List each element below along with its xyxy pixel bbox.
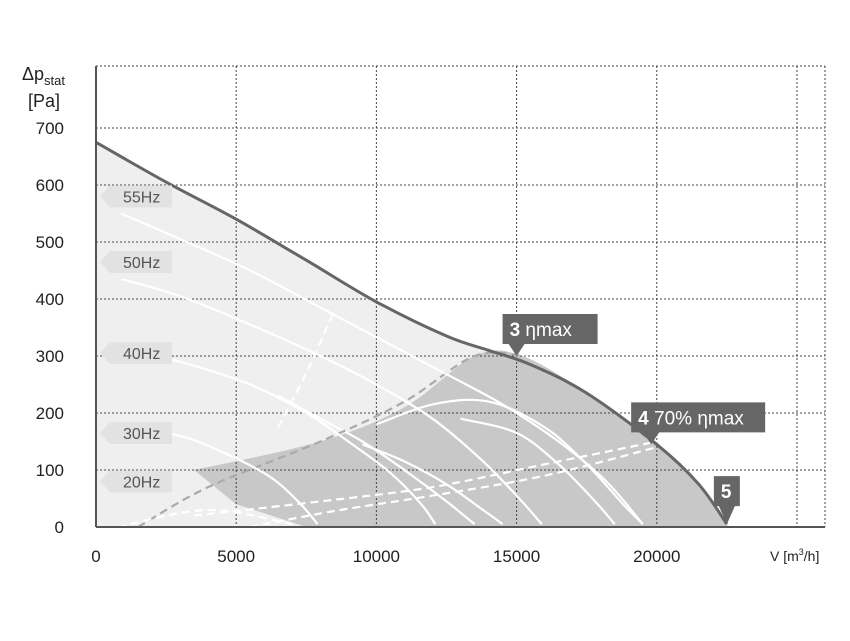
y-axis-subscript: stat [44,73,65,88]
hz-tag-20Hz [100,470,172,493]
inner-curve-0 [277,394,476,525]
series-40Hz [120,277,543,525]
y-tick-label: 700 [36,119,64,138]
dashed-curve-1 [118,508,293,529]
x-tick-label: 15000 [493,547,540,566]
marker-4-callout [631,402,766,445]
labels-group: 0 100 200 300 400 500 600 700 0 5000 10000 15000 200… [36,119,766,566]
hz-label-20Hz: 20Hz [123,474,160,491]
marker-4-label: 70% ηmax [649,408,745,429]
y-tick-label: 100 [36,461,64,480]
series-20Hz [121,426,319,525]
y-axis-unit: [Pa] [28,91,60,111]
y-tick-label: 0 [55,518,64,537]
y-tick-label: 400 [36,290,64,309]
axes-group [95,66,825,528]
series-55Hz [95,140,729,525]
marker-3-label: ηmax [520,320,572,341]
x-tick-label: 10000 [353,547,400,566]
hz-label-30Hz: 30Hz [123,426,160,443]
x-tick-label: 0 [91,547,100,566]
marker-3-text: 3 ηmax [510,320,573,341]
series-30Hz [120,346,437,525]
marker-5-number: 5 [721,482,732,503]
y-tick-label: 300 [36,347,64,366]
x-axis-label-prefix: V [m [770,548,799,564]
dashed-curve-3 [249,446,658,529]
y-tick-label: 200 [36,404,64,423]
hz-tag-55Hz [100,185,172,208]
hz-tag-30Hz [100,421,172,444]
y-axis-label: Δpstat [22,64,65,88]
marker-4-text: 4 70% ηmax [638,408,744,429]
hz-label-50Hz: 50Hz [123,255,160,272]
hz-tag-50Hz [100,250,172,273]
x-axis-label-sup: 3 [799,547,804,557]
hz-label-40Hz: 40Hz [123,346,160,363]
dashed-curve-0 [137,351,526,528]
marker-5-callout [713,476,740,525]
inner-curve-2 [376,398,644,525]
x-tick-label: 5000 [217,547,255,566]
x-tick-label: 20000 [633,547,680,566]
curves-group [95,140,729,529]
dashed-curve-4 [277,309,336,428]
marker-4-number: 4 [638,408,649,429]
y-axis-symbol: Δp [22,64,44,84]
x-axis-label-suffix: /h] [804,548,820,564]
hz-label-55Hz: 55Hz [123,189,160,206]
y-tick-label: 500 [36,233,64,252]
inner-curve-3 [460,417,616,525]
hz-tag-40Hz [100,342,172,365]
operating-region [194,350,729,529]
series-50Hz [120,212,644,525]
marker-3-number: 3 [510,320,521,341]
marker-5-text: 5 [721,482,732,503]
y-tick-label: 600 [36,176,64,195]
marker-3-callout [502,314,598,356]
grid-group [96,65,826,527]
plot-background-group [96,142,729,529]
x-axis-label: V [m3/h] [770,547,819,564]
